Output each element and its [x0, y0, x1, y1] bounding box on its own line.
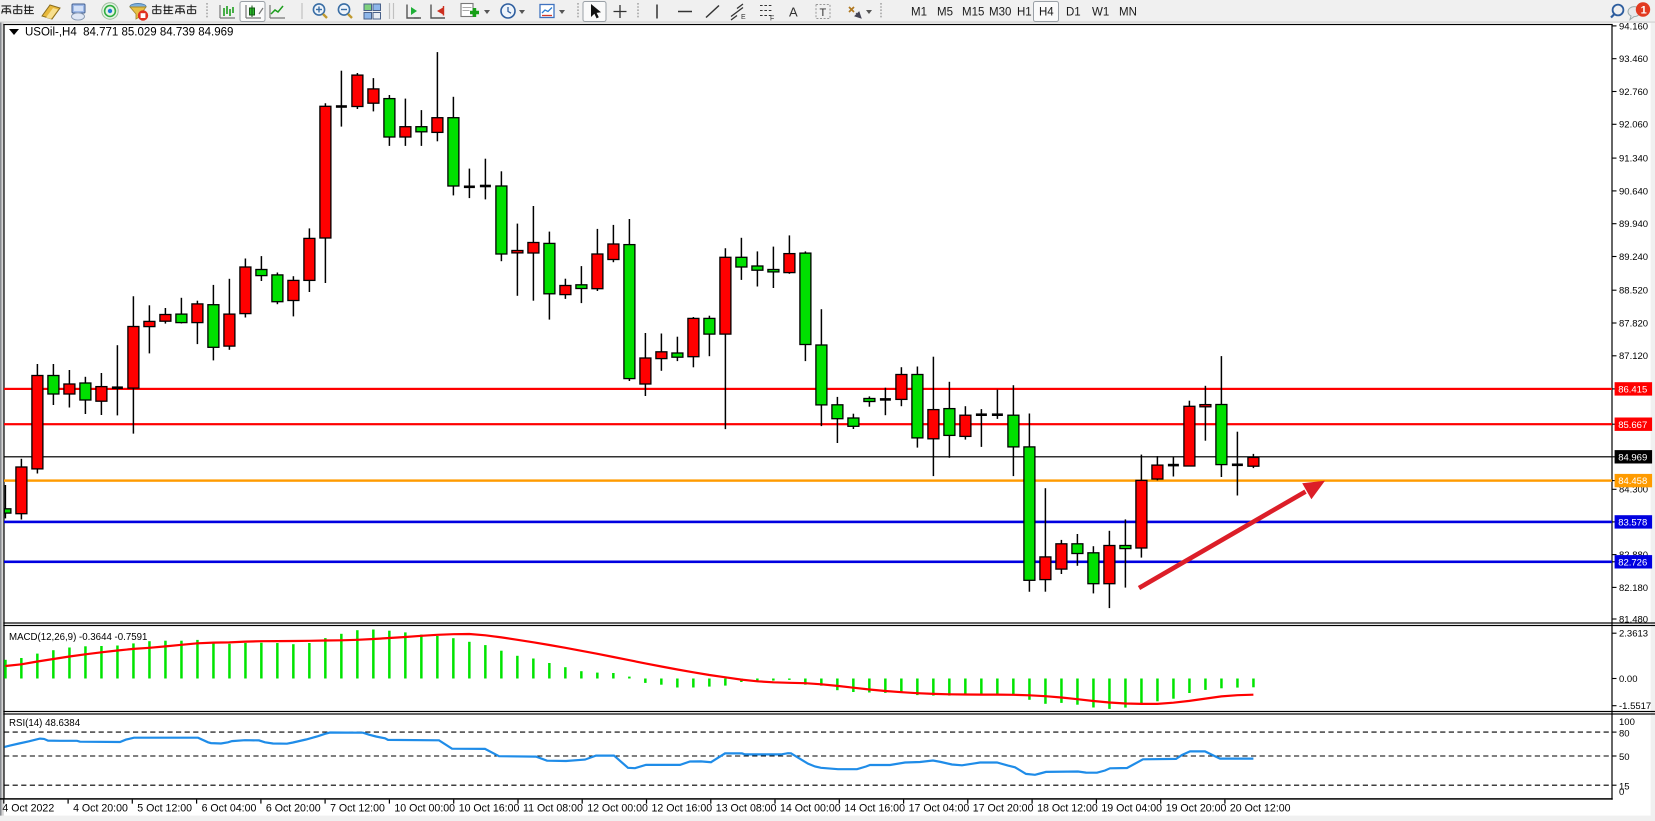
svg-text:91.340: 91.340 [1619, 154, 1648, 165]
svg-text:M1: M1 [911, 7, 927, 19]
svg-text:A: A [789, 5, 798, 20]
svg-text:89.940: 89.940 [1619, 219, 1648, 230]
svg-text:82.180: 82.180 [1619, 583, 1648, 594]
svg-text:92.760: 92.760 [1619, 87, 1648, 98]
svg-text:94.160: 94.160 [1619, 21, 1648, 32]
svg-text:10 Oct 16:00: 10 Oct 16:00 [459, 803, 520, 815]
svg-text:D1: D1 [1066, 7, 1081, 19]
svg-text:80: 80 [1619, 728, 1630, 739]
svg-text:19 Oct 04:00: 19 Oct 04:00 [1101, 803, 1162, 815]
svg-text:83.578: 83.578 [1618, 518, 1647, 529]
svg-text:20 Oct 12:00: 20 Oct 12:00 [1230, 803, 1291, 815]
svg-text:86.415: 86.415 [1618, 385, 1647, 396]
svg-text:7 Oct 12:00: 7 Oct 12:00 [330, 803, 385, 815]
svg-text:RSI(14) 48.6384: RSI(14) 48.6384 [9, 718, 81, 729]
svg-text:85.667: 85.667 [1618, 420, 1647, 431]
svg-text:84.458: 84.458 [1618, 476, 1647, 487]
svg-text:15: 15 [1619, 781, 1630, 792]
svg-text:10 Oct 00:00: 10 Oct 00:00 [394, 803, 455, 815]
svg-text:F: F [770, 16, 774, 23]
svg-text:84.969: 84.969 [1618, 452, 1647, 463]
svg-text:H4: H4 [1039, 7, 1054, 19]
svg-text:18 Oct 12:00: 18 Oct 12:00 [1037, 803, 1098, 815]
svg-text:90.640: 90.640 [1619, 186, 1648, 197]
svg-text:USOil-,H4 84.771 85.029 84.73: USOil-,H4 84.771 85.029 84.739 84.969 [25, 27, 233, 39]
svg-text:100: 100 [1619, 717, 1635, 728]
svg-text:17 Oct 04:00: 17 Oct 04:00 [909, 803, 970, 815]
svg-text:82.726: 82.726 [1618, 557, 1647, 568]
svg-text:6 Oct 04:00: 6 Oct 04:00 [202, 803, 257, 815]
svg-text:93.460: 93.460 [1619, 54, 1648, 65]
svg-text:50: 50 [1619, 752, 1630, 763]
svg-text:2.3613: 2.3613 [1619, 629, 1648, 640]
svg-text:0: 0 [1619, 787, 1624, 798]
svg-text:1: 1 [1641, 5, 1647, 17]
svg-text:92.060: 92.060 [1619, 120, 1648, 131]
svg-text:84.300: 84.300 [1619, 485, 1648, 496]
svg-text:MACD(12,26,9) -0.3644 -0.7591: MACD(12,26,9) -0.3644 -0.7591 [9, 632, 147, 643]
svg-text:-1.5517: -1.5517 [1619, 701, 1651, 712]
svg-text:81.480: 81.480 [1619, 614, 1648, 625]
svg-text:0.00: 0.00 [1619, 674, 1638, 685]
svg-text:E: E [741, 14, 746, 21]
svg-text:M15: M15 [962, 7, 984, 19]
svg-text:17 Oct 20:00: 17 Oct 20:00 [973, 803, 1034, 815]
svg-text:T: T [820, 7, 827, 19]
svg-text:12 Oct 16:00: 12 Oct 16:00 [652, 803, 713, 815]
svg-text:88.520: 88.520 [1619, 286, 1648, 297]
svg-text:89.240: 89.240 [1619, 252, 1648, 263]
svg-text:5 Oct 12:00: 5 Oct 12:00 [137, 803, 192, 815]
svg-text:M5: M5 [937, 7, 953, 19]
svg-text:14 Oct 16:00: 14 Oct 16:00 [844, 803, 905, 815]
svg-text:87.820: 87.820 [1619, 318, 1648, 329]
svg-text:19 Oct 20:00: 19 Oct 20:00 [1166, 803, 1227, 815]
svg-text:H1: H1 [1017, 7, 1032, 19]
svg-text:11 Oct 08:00: 11 Oct 08:00 [523, 803, 583, 815]
svg-text:12 Oct 00:00: 12 Oct 00:00 [587, 803, 648, 815]
svg-text:4 Oct 20:00: 4 Oct 20:00 [73, 803, 128, 815]
svg-text:87.120: 87.120 [1619, 351, 1648, 362]
svg-text:M30: M30 [989, 7, 1011, 19]
svg-text:4 Oct 2022: 4 Oct 2022 [2, 803, 54, 815]
svg-text:W1: W1 [1092, 7, 1109, 19]
svg-text:14 Oct 00:00: 14 Oct 00:00 [780, 803, 841, 815]
svg-text:13 Oct 08:00: 13 Oct 08:00 [716, 803, 777, 815]
svg-text:MN: MN [1119, 7, 1137, 19]
svg-text:6 Oct 20:00: 6 Oct 20:00 [266, 803, 321, 815]
